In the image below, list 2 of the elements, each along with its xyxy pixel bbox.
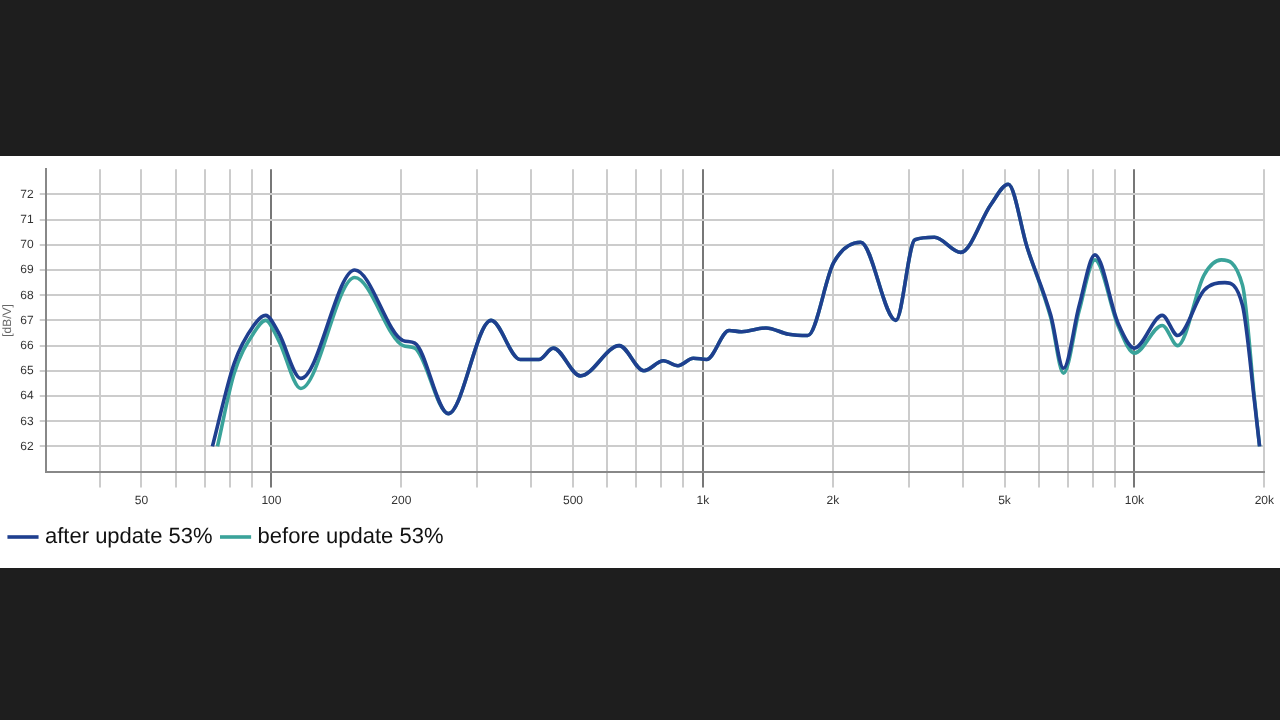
legend-label: before update 53% — [257, 525, 444, 550]
legend-label: after update 53% — [45, 525, 214, 550]
